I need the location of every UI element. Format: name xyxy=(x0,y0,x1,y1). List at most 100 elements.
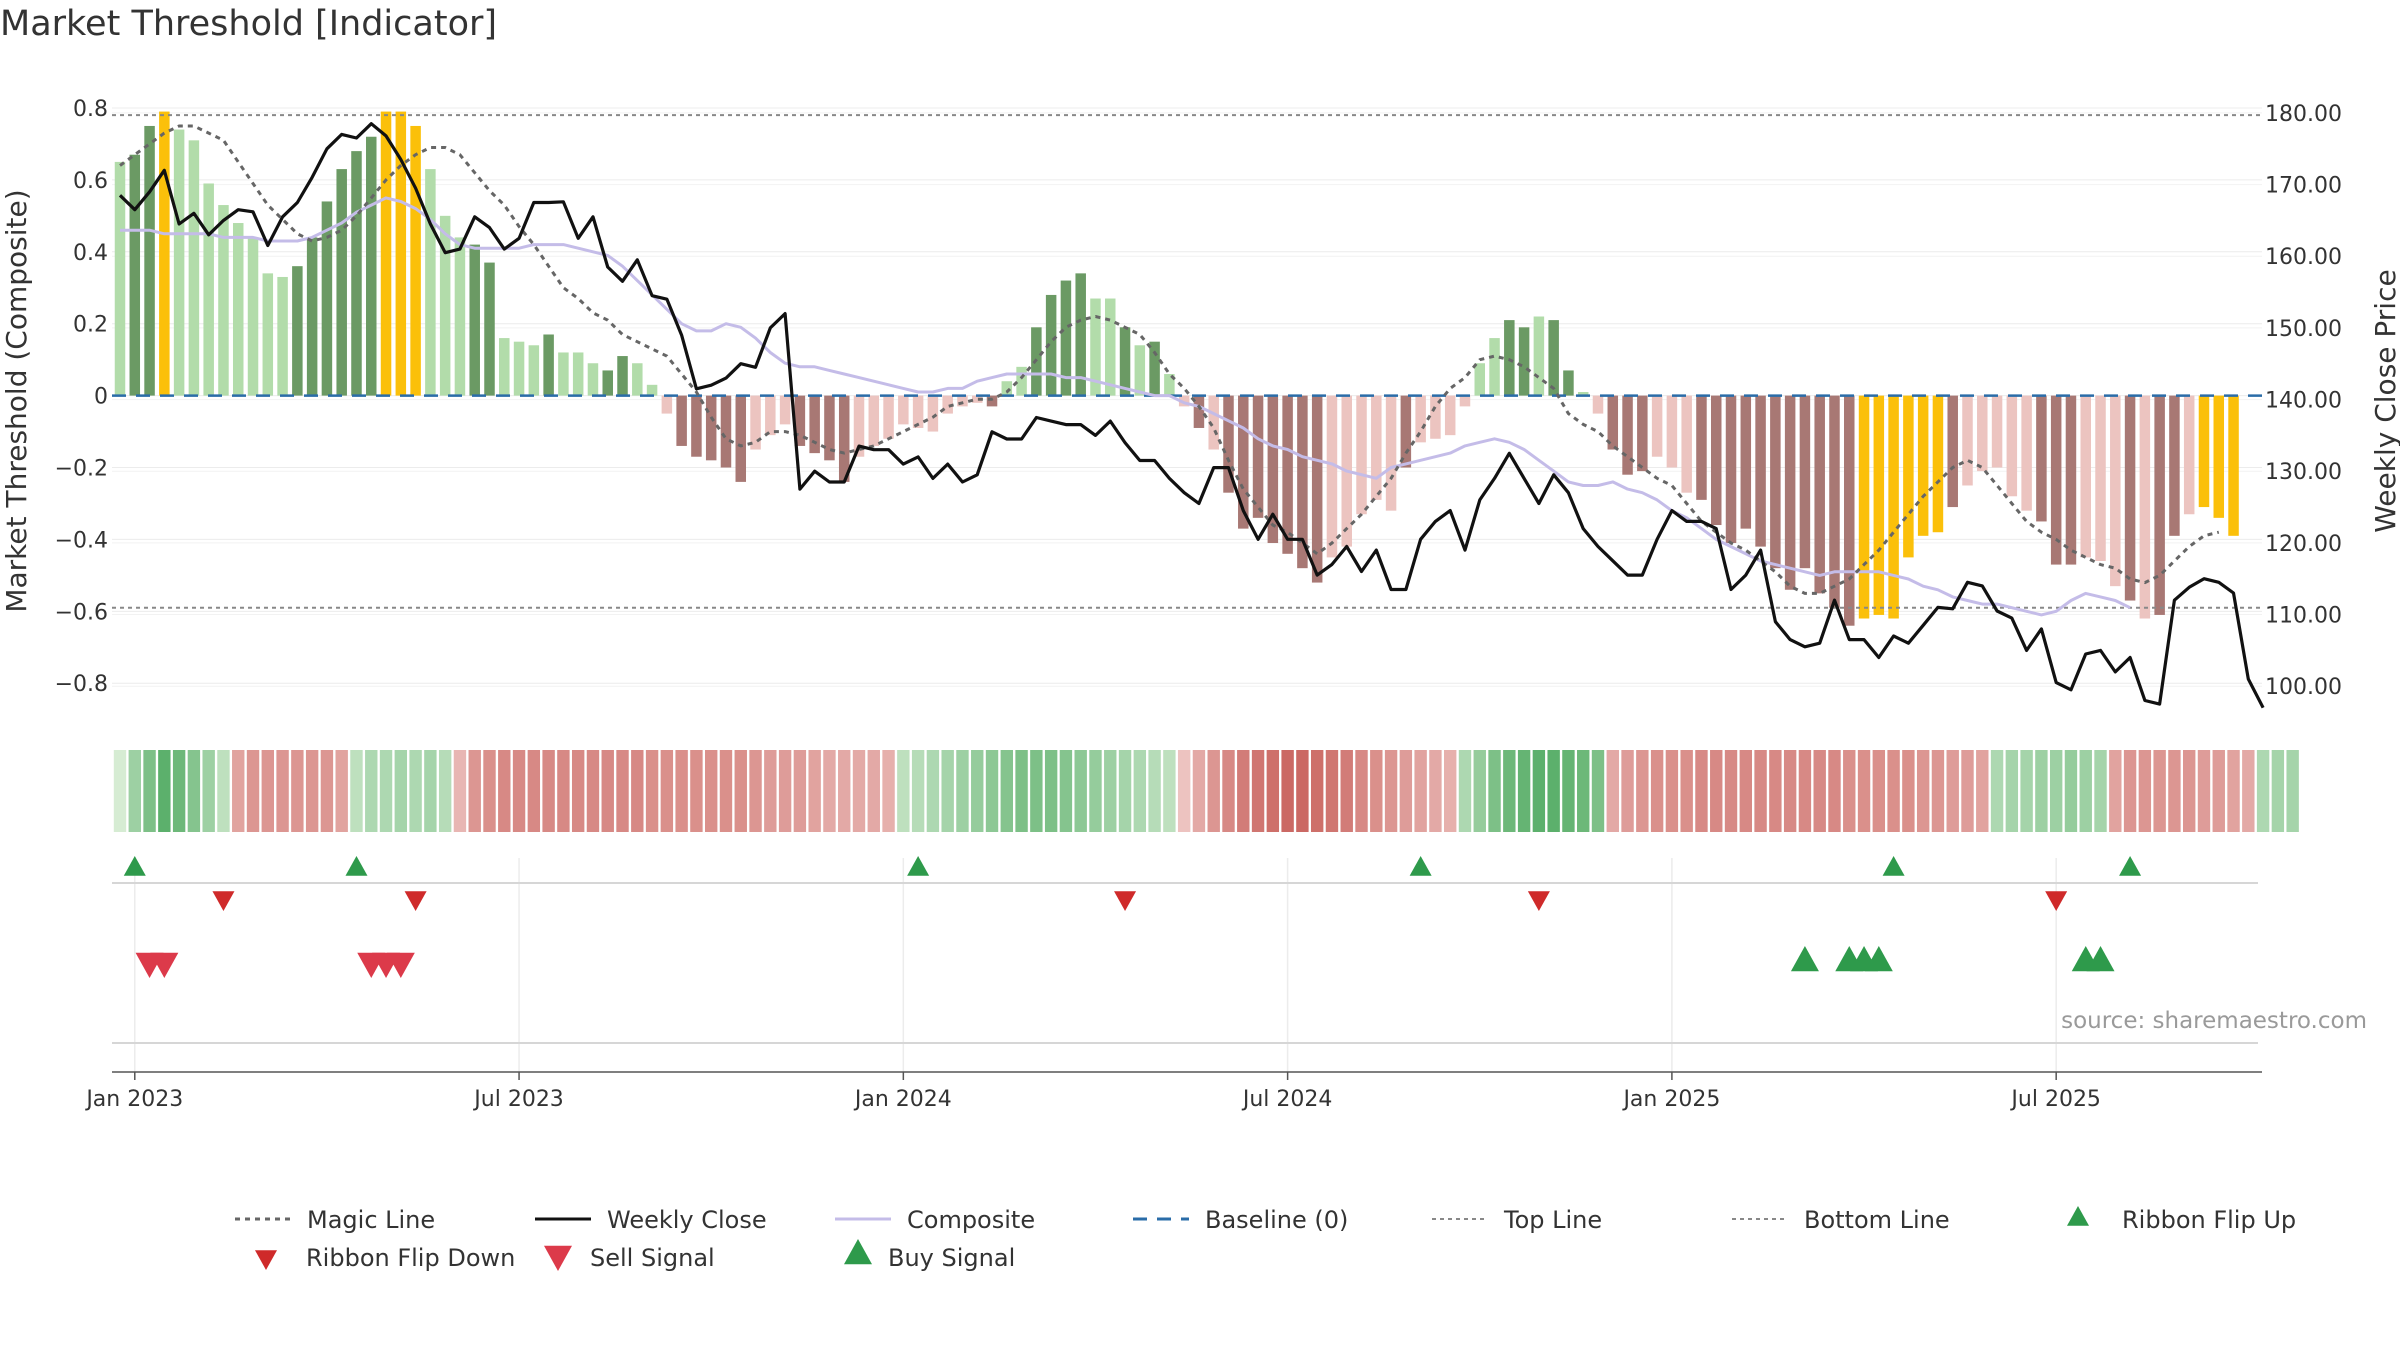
composite-bar xyxy=(2198,395,2210,508)
composite-bar xyxy=(868,395,880,446)
ribbon-cell xyxy=(823,750,836,832)
composite-bar xyxy=(2080,395,2091,558)
y2-tick-label: 110.00 xyxy=(2265,604,2342,629)
composite-bar xyxy=(2095,395,2106,561)
ribbon-cell xyxy=(2227,750,2240,832)
composite-bar xyxy=(129,154,141,396)
ribbon-cell xyxy=(571,750,585,832)
x-tick-label: Jan 2025 xyxy=(1621,1087,1720,1112)
y2-tick-label: 100.00 xyxy=(2265,675,2342,700)
composite-bar xyxy=(1164,374,1175,396)
ribbon-cell xyxy=(1163,750,1176,832)
composite-bar xyxy=(1829,395,1840,608)
ribbon-flip-up-marker xyxy=(2119,856,2142,876)
ribbon-cell xyxy=(778,750,792,832)
ribbon-cell xyxy=(1192,750,1206,832)
composite-bar xyxy=(1977,395,1988,472)
x-tick-label: Jan 2024 xyxy=(853,1087,952,1112)
legend-swatch-flip-up xyxy=(2067,1206,2089,1226)
composite-bar xyxy=(1090,298,1101,396)
ribbon-cell xyxy=(1399,750,1413,832)
ribbon-cell xyxy=(527,750,541,832)
composite-bar xyxy=(1134,345,1146,396)
composite-bar xyxy=(735,395,747,482)
composite-bar xyxy=(2213,395,2225,518)
composite-bar xyxy=(676,395,687,446)
ribbon-cell xyxy=(616,750,629,832)
composite-bar xyxy=(218,205,229,396)
composite-bar xyxy=(1371,395,1382,500)
ribbon-cell xyxy=(1887,750,1900,832)
composite-bar xyxy=(2228,395,2239,536)
ribbon-cell xyxy=(128,750,141,832)
ribbon-cell xyxy=(1532,750,1546,832)
ribbon-flip-down-marker xyxy=(1114,891,1137,911)
composite-bar xyxy=(1119,327,1131,396)
composite-bar xyxy=(513,341,525,396)
ribbon-cell xyxy=(1872,750,1886,832)
composite-bar xyxy=(2036,395,2047,522)
composite-bar xyxy=(587,363,599,396)
composite-bar xyxy=(2139,395,2151,619)
composite-bar xyxy=(971,395,983,403)
ribbon-cell xyxy=(1577,750,1590,832)
composite-bar xyxy=(1385,395,1397,511)
ribbon-cell xyxy=(675,750,688,832)
composite-bar xyxy=(898,395,909,425)
composite-bar xyxy=(1917,395,1929,536)
x-tick-label: Jul 2023 xyxy=(472,1087,564,1112)
composite-bar xyxy=(114,161,126,396)
composite-bar xyxy=(1770,395,1781,569)
composite-bar xyxy=(765,395,776,436)
composite-bar xyxy=(957,395,968,407)
ribbon-cell xyxy=(749,750,762,832)
ribbon-cell xyxy=(1650,750,1664,832)
composite-bar xyxy=(2169,395,2180,536)
y-axis-title: Market Threshold (Composite) xyxy=(0,189,33,612)
ribbon-cell xyxy=(2064,750,2078,832)
ribbon-cell xyxy=(365,750,378,832)
composite-bar xyxy=(351,151,362,396)
ribbon-cell xyxy=(557,750,570,832)
ribbon-cell xyxy=(1503,750,1516,832)
ribbon-cell xyxy=(1843,750,1856,832)
composite-bar xyxy=(1223,395,1234,493)
composite-bar xyxy=(1903,395,1914,558)
ribbon-cell xyxy=(1916,750,1930,832)
y2-tick-label: 140.00 xyxy=(2265,389,2342,414)
composite-bar xyxy=(1400,395,1412,468)
ribbon-cell xyxy=(1222,750,1235,832)
composite-bar xyxy=(2154,395,2165,615)
ribbon-cell xyxy=(956,750,969,832)
ribbon-cell xyxy=(1710,750,1723,832)
ribbon-cell xyxy=(1414,750,1427,832)
x-tick-label: Jul 2024 xyxy=(1241,1087,1333,1112)
ribbon-cell xyxy=(911,750,925,832)
ribbon-cell xyxy=(1059,750,1073,832)
composite-bar xyxy=(632,363,643,396)
composite-bar xyxy=(336,169,347,396)
ribbon-cell xyxy=(2094,750,2107,832)
buy-signal-marker xyxy=(1864,946,1893,972)
y2-axis-title: Weekly Close Price xyxy=(2369,269,2400,532)
ribbon-cell xyxy=(985,750,999,832)
y-tick-label: −0.6 xyxy=(55,600,108,625)
ribbon-cell xyxy=(1813,750,1826,832)
composite-bar xyxy=(247,237,259,396)
ribbon-cell xyxy=(1517,750,1531,832)
ribbon-cell xyxy=(882,750,895,832)
composite-bar xyxy=(705,395,717,461)
x-tick-label: Jul 2025 xyxy=(2009,1087,2101,1112)
composite-bar xyxy=(1784,395,1796,590)
composite-bar xyxy=(1637,395,1648,472)
legend-label-flip_up: Ribbon Flip Up xyxy=(2122,1206,2296,1234)
ribbon-cell xyxy=(217,750,230,832)
ribbon-cell xyxy=(1562,750,1575,832)
composite-bar xyxy=(912,395,924,428)
ribbon-flip-up-marker xyxy=(1409,856,1432,876)
ribbon-cell xyxy=(2079,750,2092,832)
composite-bar xyxy=(1844,395,1855,626)
ribbon-cell xyxy=(202,750,215,832)
ribbon-cell xyxy=(2242,750,2255,832)
composite-bar xyxy=(1991,395,2003,468)
